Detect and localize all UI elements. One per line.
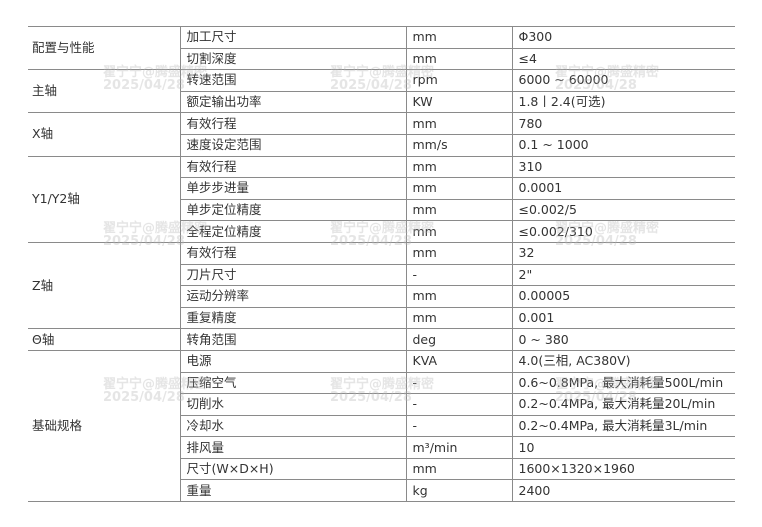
param-cell: 单步定位精度 — [179, 198, 406, 222]
unit-cell: mm — [405, 220, 512, 243]
table-row: Y1/Y2轴 有效行程 mm 310 — [28, 155, 735, 243]
param-cell: 单步步进量 — [179, 177, 406, 200]
value-cell: 0.2~0.4MPa, 最大消耗量20L/min — [511, 393, 735, 416]
param-cell: 重复精度 — [179, 306, 406, 330]
table-row: 主轴 转速范围 rpm 6000 ~ 60000 — [28, 69, 735, 114]
param-cell: 有效行程 — [179, 112, 406, 135]
unit-cell: rpm — [405, 69, 512, 92]
value-cell: 2400 — [511, 479, 735, 503]
param-cell: 速度设定范围 — [179, 133, 406, 157]
unit-cell: mm — [405, 241, 512, 265]
category-cell: 主轴 — [28, 69, 180, 114]
table-row: 冷却水 -0.2~0.4MPa, 最大消耗量3L/min — [28, 414, 735, 438]
value-cell: 0.00005 — [511, 285, 735, 308]
value-cell: 6000 ~ 60000 — [511, 69, 735, 92]
unit-cell: mm — [405, 155, 512, 179]
table-row: Z轴 有效行程 mm 32 — [28, 241, 735, 330]
spec-table: 配置与性能 加工尺寸 mm Φ300 切割深度 mm ≤4 主轴 转速范围 rpm 6000 ~ 6… — [28, 25, 735, 503]
value-cell: 10 — [511, 436, 735, 459]
value-cell: 4.0(三相, AC380V) — [511, 349, 735, 373]
value-cell: 0 ~ 380 — [511, 328, 735, 351]
value-cell: 1600×1320×1960 — [511, 457, 735, 481]
param-cell: 转角范围 — [179, 328, 406, 351]
unit-cell: mm — [405, 177, 512, 200]
value-cell: 0.2~0.4MPa, 最大消耗量3L/min — [511, 414, 735, 438]
unit-cell: - — [405, 393, 512, 416]
value-cell: 310 — [511, 155, 735, 179]
unit-cell: kg — [405, 479, 512, 503]
value-cell: 32 — [511, 241, 735, 265]
category-cell: 配置与性能 — [28, 25, 180, 71]
table-row: 排风量 m³/min 10 — [28, 436, 735, 459]
param-cell: 有效行程 — [179, 241, 406, 265]
table-row: 运动分辨率 mm 0.00005 — [28, 285, 735, 308]
table-row: X轴 有效行程 mm 780 — [28, 112, 735, 157]
unit-cell: - — [405, 263, 512, 287]
unit-cell: mm — [405, 285, 512, 308]
table-row: 全程定位精度 mm ≤0.002/310 — [28, 220, 735, 243]
value-cell: ≤4 — [511, 47, 735, 71]
unit-cell: mm — [405, 457, 512, 481]
value-cell: 0.1 ~ 1000 — [511, 133, 735, 157]
category-cell: Y1/Y2轴 — [28, 155, 180, 243]
unit-cell: mm — [405, 198, 512, 222]
value-cell: 0.001 — [511, 306, 735, 330]
param-cell: 切削水 — [179, 393, 406, 416]
value-cell: ≤0.002/5 — [511, 198, 735, 222]
param-cell: 排风量 — [179, 436, 406, 459]
param-cell: 转速范围 — [179, 69, 406, 92]
unit-cell: mm — [405, 112, 512, 135]
param-cell: 电源 — [179, 349, 406, 373]
value-cell: ≤0.002/310 — [511, 220, 735, 243]
unit-cell: KW — [405, 90, 512, 114]
param-cell: 额定输出功率 — [179, 90, 406, 114]
table-row: 基础规格 电源 KVA 4.0(三相, AC380V) — [28, 349, 735, 503]
table-row: 尺寸(W×D×H) mm 1600×1320×1960 — [28, 457, 735, 481]
value-cell: 0.6~0.8MPa, 最大消耗量500L/min — [511, 371, 735, 395]
table-row: 切割深度 mm ≤4 — [28, 47, 735, 71]
unit-cell: - — [405, 371, 512, 395]
unit-cell: mm — [405, 306, 512, 330]
table-row: 切削水 -0.2~0.4MPa, 最大消耗量20L/min — [28, 393, 735, 416]
unit-cell: mm/s — [405, 133, 512, 157]
unit-cell: m³/min — [405, 436, 512, 459]
value-cell: 0.0001 — [511, 177, 735, 200]
category-cell: 基础规格 — [28, 349, 180, 503]
table-row: 配置与性能 加工尺寸 mm Φ300 — [28, 25, 735, 71]
unit-cell: deg — [405, 328, 512, 351]
category-cell: Θ轴 — [28, 328, 180, 351]
param-cell: 有效行程 — [179, 155, 406, 179]
param-cell: 加工尺寸 — [179, 26, 406, 49]
table-row: Θ轴 转角范围 deg 0 ~ 380 — [28, 328, 735, 351]
param-cell: 尺寸(W×D×H) — [179, 457, 406, 481]
unit-cell: KVA — [405, 349, 512, 373]
table-row: 刀片尺寸 -2" — [28, 263, 735, 287]
unit-cell: mm — [405, 26, 512, 49]
value-cell: 1.8丨2.4(可选) — [511, 90, 735, 114]
param-cell: 运动分辨率 — [179, 285, 406, 308]
table-row: 重量 kg 2400 — [28, 479, 735, 503]
value-cell: 780 — [511, 112, 735, 135]
value-cell: 2" — [511, 263, 735, 287]
param-cell: 冷却水 — [179, 414, 406, 438]
param-cell: 刀片尺寸 — [179, 263, 406, 287]
table-row: 速度设定范围 mm/s 0.1 ~ 1000 — [28, 133, 735, 157]
value-cell: Φ300 — [511, 26, 735, 49]
param-cell: 压缩空气 — [179, 371, 406, 395]
table-row: 单步定位精度 mm ≤0.002/5 — [28, 198, 735, 222]
param-cell: 重量 — [179, 479, 406, 503]
unit-cell: mm — [405, 47, 512, 71]
param-cell: 全程定位精度 — [179, 220, 406, 243]
param-cell: 切割深度 — [179, 47, 406, 71]
category-cell: Z轴 — [28, 241, 180, 330]
category-cell: X轴 — [28, 112, 180, 157]
unit-cell: - — [405, 414, 512, 438]
table-row: 单步步进量 mm 0.0001 — [28, 177, 735, 200]
